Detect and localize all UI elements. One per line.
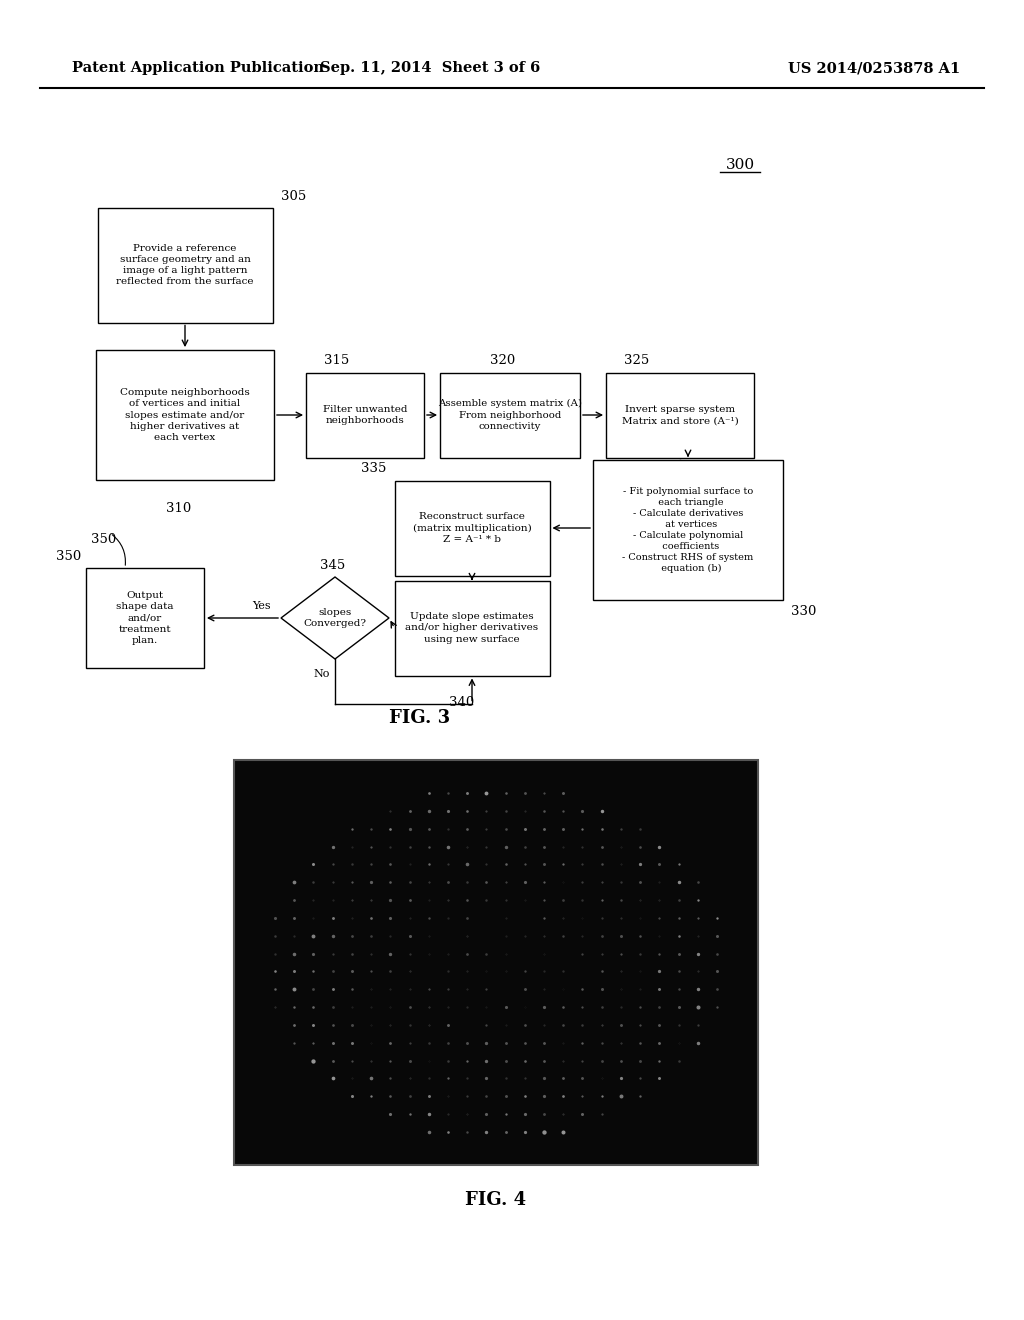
Text: Update slope estimates
and/or higher derivatives
using new surface: Update slope estimates and/or higher der…: [406, 612, 539, 644]
Text: 345: 345: [319, 558, 345, 572]
FancyBboxPatch shape: [86, 568, 204, 668]
Text: 335: 335: [361, 462, 386, 475]
Text: FIG. 3: FIG. 3: [389, 709, 451, 727]
FancyBboxPatch shape: [97, 207, 272, 322]
FancyBboxPatch shape: [394, 480, 550, 576]
FancyBboxPatch shape: [234, 760, 758, 1166]
Text: Invert sparse system
Matrix and store (A⁻¹): Invert sparse system Matrix and store (A…: [622, 405, 738, 425]
Text: Assemble system matrix (A)
From neighborhood
connectivity: Assemble system matrix (A) From neighbor…: [438, 400, 582, 430]
Text: No: No: [313, 669, 330, 678]
Text: Patent Application Publication: Patent Application Publication: [72, 61, 324, 75]
Text: 310: 310: [166, 502, 191, 515]
FancyBboxPatch shape: [593, 459, 783, 601]
Text: Filter unwanted
neighborhoods: Filter unwanted neighborhoods: [323, 405, 408, 425]
Text: 300: 300: [725, 158, 755, 172]
Text: Sep. 11, 2014  Sheet 3 of 6: Sep. 11, 2014 Sheet 3 of 6: [319, 61, 540, 75]
Text: slopes
Converged?: slopes Converged?: [303, 609, 367, 628]
Text: Provide a reference
surface geometry and an
image of a light pattern
reflected f: Provide a reference surface geometry and…: [117, 244, 254, 286]
Text: 305: 305: [281, 190, 306, 202]
Text: US 2014/0253878 A1: US 2014/0253878 A1: [787, 61, 961, 75]
FancyBboxPatch shape: [394, 581, 550, 676]
Text: 350: 350: [91, 533, 117, 546]
Text: Reconstruct surface
(matrix multiplication)
Z = A⁻¹ * b: Reconstruct surface (matrix multiplicati…: [413, 512, 531, 544]
Text: 330: 330: [791, 605, 816, 618]
Text: Output
shape data
and/or
treatment
plan.: Output shape data and/or treatment plan.: [117, 591, 174, 644]
Text: 325: 325: [624, 355, 649, 367]
Text: 350: 350: [55, 550, 81, 564]
FancyBboxPatch shape: [440, 372, 580, 458]
Text: 315: 315: [324, 355, 349, 367]
FancyBboxPatch shape: [606, 372, 754, 458]
Text: 340: 340: [450, 696, 475, 709]
FancyBboxPatch shape: [306, 372, 424, 458]
Text: - Fit polynomial surface to
  each triangle
- Calculate derivatives
  at vertice: - Fit polynomial surface to each triangl…: [623, 487, 754, 573]
Text: FIG. 4: FIG. 4: [466, 1191, 526, 1209]
Text: Yes: Yes: [252, 601, 271, 611]
Text: Compute neighborhoods
of vertices and initial
slopes estimate and/or
higher deri: Compute neighborhoods of vertices and in…: [120, 388, 250, 442]
Polygon shape: [281, 577, 389, 659]
FancyBboxPatch shape: [96, 350, 274, 480]
Text: 320: 320: [490, 355, 515, 367]
